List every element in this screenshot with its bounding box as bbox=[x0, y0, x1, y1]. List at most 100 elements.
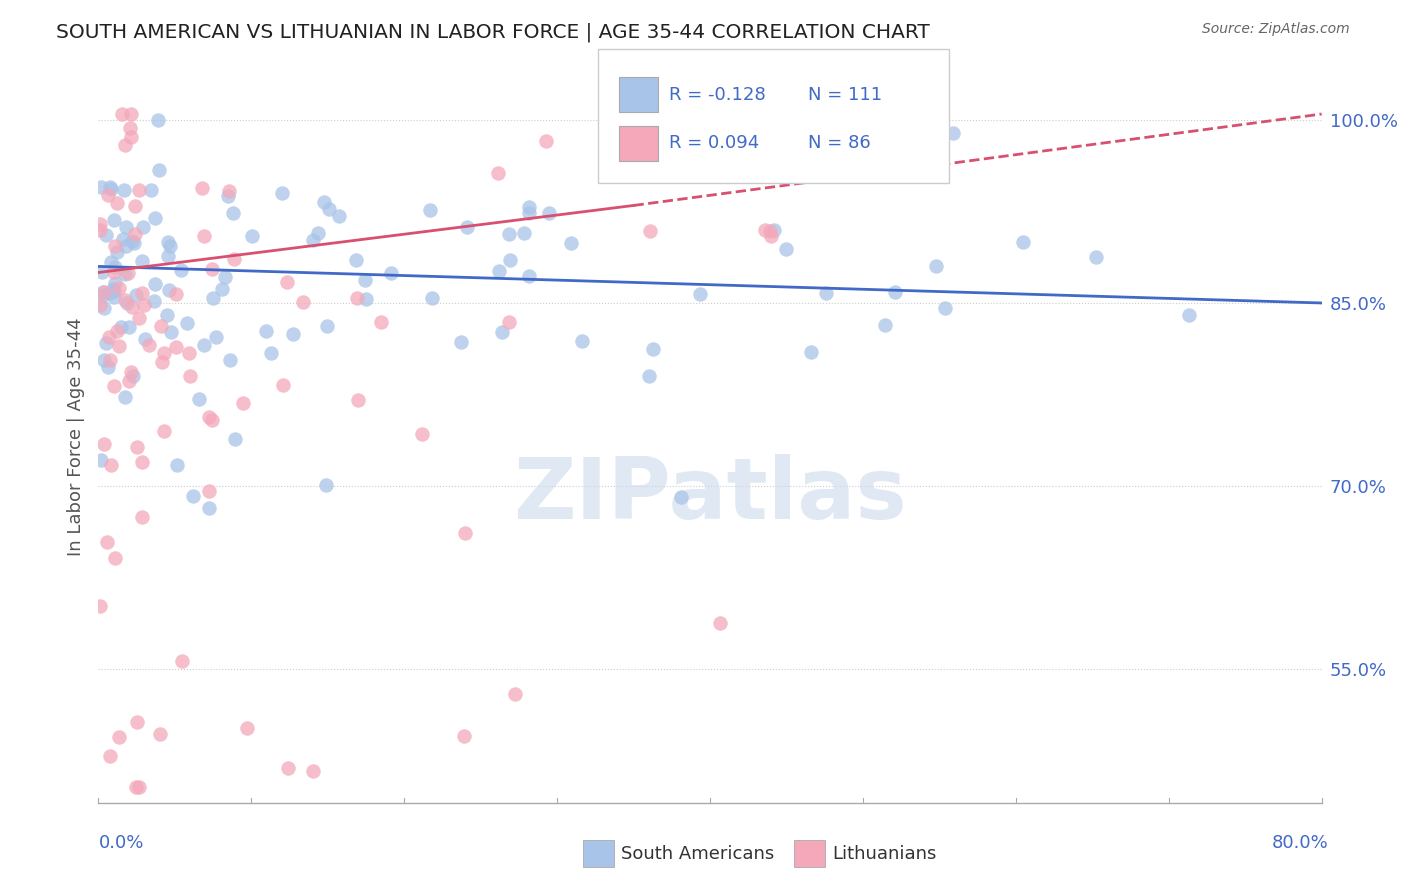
Point bbox=[110, 319, 132, 334]
Point bbox=[103, 265, 125, 279]
Point bbox=[759, 223, 782, 237]
Point bbox=[254, 324, 277, 338]
Point bbox=[498, 315, 520, 329]
Point bbox=[271, 186, 294, 201]
Point bbox=[98, 748, 121, 763]
Point bbox=[150, 319, 173, 334]
Point bbox=[124, 199, 146, 213]
Point bbox=[754, 223, 776, 237]
Point bbox=[411, 427, 433, 442]
Point bbox=[131, 509, 153, 524]
Point bbox=[347, 393, 370, 408]
Point bbox=[942, 126, 965, 140]
Point bbox=[211, 282, 233, 296]
Point bbox=[302, 233, 325, 247]
Point bbox=[191, 181, 214, 195]
Point bbox=[122, 368, 145, 383]
Point bbox=[201, 261, 224, 276]
Point bbox=[93, 301, 115, 315]
Point bbox=[127, 440, 149, 454]
Point bbox=[638, 368, 661, 383]
Point bbox=[132, 298, 155, 312]
Point bbox=[100, 182, 122, 196]
Point bbox=[491, 326, 513, 340]
Point bbox=[315, 318, 337, 333]
Point bbox=[156, 308, 179, 322]
Point bbox=[120, 121, 142, 136]
Point bbox=[159, 326, 181, 340]
Point bbox=[114, 390, 136, 404]
Point bbox=[98, 353, 121, 368]
Point bbox=[214, 270, 236, 285]
Point bbox=[419, 203, 441, 218]
Point bbox=[762, 223, 785, 237]
Point bbox=[96, 535, 118, 549]
Point bbox=[800, 344, 823, 359]
Point bbox=[165, 286, 187, 301]
Point bbox=[276, 275, 298, 289]
Point bbox=[814, 286, 837, 301]
Point bbox=[198, 500, 221, 515]
Point bbox=[1177, 308, 1199, 322]
Point bbox=[346, 292, 368, 306]
Point bbox=[114, 268, 136, 282]
Point bbox=[124, 236, 146, 251]
Point bbox=[100, 458, 122, 472]
Point bbox=[114, 138, 136, 153]
Point bbox=[277, 761, 299, 775]
Point bbox=[201, 292, 224, 306]
Point bbox=[96, 335, 118, 350]
Point bbox=[143, 277, 166, 292]
Point bbox=[89, 223, 111, 237]
Point bbox=[131, 285, 153, 300]
Point bbox=[125, 288, 148, 302]
Point bbox=[775, 242, 797, 256]
Point bbox=[641, 342, 664, 356]
Point bbox=[165, 341, 187, 355]
Point bbox=[370, 315, 392, 329]
Point bbox=[669, 490, 692, 504]
Point bbox=[454, 526, 477, 541]
Point bbox=[98, 285, 121, 300]
Point bbox=[128, 311, 150, 326]
Point bbox=[157, 235, 180, 249]
Point bbox=[120, 365, 142, 379]
Point bbox=[98, 330, 121, 344]
Point bbox=[100, 255, 122, 269]
Point bbox=[150, 355, 173, 369]
Point bbox=[571, 334, 593, 348]
Point bbox=[934, 301, 956, 315]
Point bbox=[188, 392, 211, 406]
Point bbox=[236, 721, 259, 735]
Point bbox=[517, 205, 540, 219]
Point bbox=[142, 293, 165, 308]
Point bbox=[354, 273, 377, 287]
Point bbox=[112, 183, 135, 197]
Point bbox=[450, 335, 472, 350]
Point bbox=[101, 282, 124, 296]
Point bbox=[159, 238, 181, 252]
Point bbox=[456, 219, 478, 234]
Point bbox=[120, 130, 142, 145]
Point bbox=[148, 163, 170, 178]
Point bbox=[120, 107, 142, 121]
Point bbox=[205, 330, 228, 344]
Point bbox=[709, 615, 731, 630]
Point bbox=[104, 239, 127, 253]
Point bbox=[153, 346, 176, 360]
Point bbox=[139, 183, 162, 197]
Point bbox=[108, 339, 131, 353]
Point bbox=[761, 228, 783, 243]
Point bbox=[291, 295, 314, 310]
Point bbox=[125, 780, 148, 795]
Point bbox=[143, 211, 166, 225]
Y-axis label: In Labor Force | Age 35-44: In Labor Force | Age 35-44 bbox=[66, 318, 84, 557]
Point bbox=[170, 654, 193, 668]
Point bbox=[517, 200, 540, 214]
Text: SOUTH AMERICAN VS LITHUANIAN IN LABOR FORCE | AGE 35-44 CORRELATION CHART: SOUTH AMERICAN VS LITHUANIAN IN LABOR FO… bbox=[56, 22, 929, 42]
Text: 0.0%: 0.0% bbox=[98, 834, 143, 852]
Point bbox=[224, 432, 246, 446]
Point bbox=[232, 396, 254, 410]
Point bbox=[93, 353, 115, 368]
Point bbox=[318, 202, 340, 217]
